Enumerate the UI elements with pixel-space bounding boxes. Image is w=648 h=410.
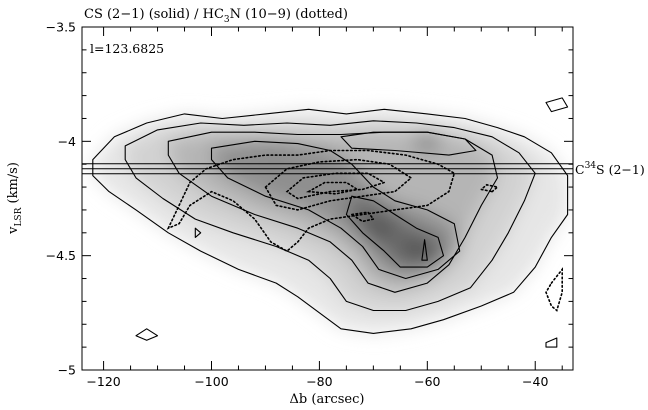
y-tick-label: −4.5	[46, 248, 76, 263]
cs-contour-5	[345, 195, 445, 268]
title-subscript: 3	[224, 15, 230, 25]
cs-contour-10	[421, 239, 428, 261]
y-tick-label: −4	[58, 134, 76, 149]
marker-label-part-1: C	[575, 162, 585, 177]
y-tick-label: −3.5	[46, 20, 76, 35]
marker-label-part-2: S (2−1)	[596, 162, 645, 177]
title-part-2: N (10−9) (dotted)	[230, 7, 348, 22]
y-axis-label: vLSR (km/s)	[6, 162, 24, 235]
y-tick-labels: −5 −4.5 −4 −3.5	[46, 20, 76, 378]
hc3n-contour-2	[264, 158, 413, 211]
x-axis-label: Δb (arcsec)	[290, 392, 365, 407]
cs-contour-8	[545, 97, 569, 113]
cs-contour-3	[167, 131, 499, 293]
emission-peak-4	[413, 131, 442, 152]
x-tick-label: −80	[306, 374, 332, 389]
y-label-main: v	[6, 226, 21, 235]
title-part-1: CS (2−1) (solid) / HC	[84, 7, 224, 22]
cs-contour-9	[545, 337, 558, 348]
y-label-subscript: LSR	[14, 207, 24, 226]
plot-frame	[81, 26, 574, 371]
latitude-annotation: l=123.6825	[90, 41, 164, 56]
marker-label-superscript: 34	[585, 161, 597, 171]
hc3n-contour-7	[349, 211, 375, 223]
axis-ticks	[82, 26, 573, 371]
x-tick-label: −100	[194, 374, 228, 389]
hc3n-contour-5	[479, 183, 500, 193]
cs-contour-6	[340, 131, 477, 156]
cs-contour-1	[92, 108, 569, 334]
cs-contour-2	[124, 120, 536, 312]
hc3n-contour-3	[285, 172, 387, 200]
x-tick-label: −40	[522, 374, 548, 389]
x-tick-label: −60	[414, 374, 440, 389]
cs-contour-7	[135, 328, 159, 341]
x-tick-labels: −120 −100 −80 −60 −40	[86, 374, 548, 389]
cs-contour-11	[194, 227, 202, 238]
y-label-units: (km/s)	[6, 162, 21, 208]
hc3n-contour-1	[166, 149, 456, 253]
hc3n-contour-6	[545, 267, 564, 312]
hc3n-contours	[166, 149, 564, 312]
cs-contours	[92, 97, 569, 348]
hc3n-contour-4	[305, 181, 360, 195]
c34s-marker-lines	[82, 163, 573, 175]
plot-area	[82, 27, 573, 370]
emission-map	[92, 109, 568, 334]
chart-title: CS (2−1) (solid) / HC3N (10−9) (dotted)	[84, 7, 348, 25]
x-tick-label: −120	[86, 374, 120, 389]
c34s-label: C34S (2−1)	[575, 161, 645, 177]
emission-peak-1	[364, 218, 393, 239]
y-tick-label: −5	[58, 363, 76, 378]
